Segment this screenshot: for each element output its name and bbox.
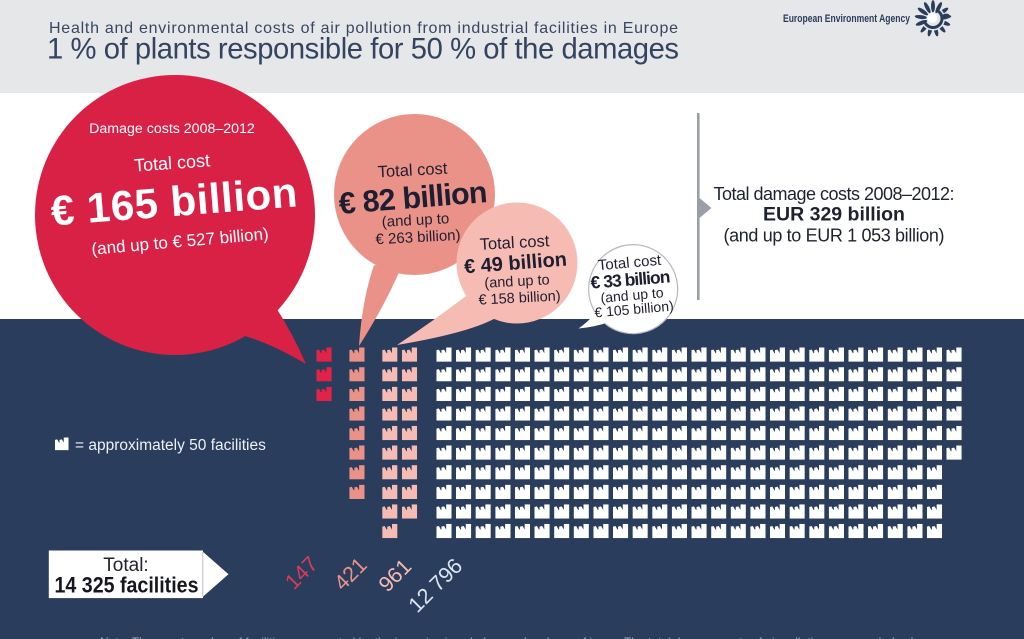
svg-text:European Environment Agency: European Environment Agency xyxy=(783,13,911,25)
svg-text:€ 263 billion): € 263 billion) xyxy=(375,227,461,248)
svg-text:Total cost: Total cost xyxy=(597,252,662,275)
svg-text:Health and environmental costs: Health and environmental costs of air po… xyxy=(49,20,678,37)
svg-text:14 325 facilities: 14 325 facilities xyxy=(55,573,199,598)
svg-text:(and up to: (and up to xyxy=(381,210,449,231)
svg-text:Total damage costs 2008–2012:: Total damage costs 2008–2012: xyxy=(714,184,955,204)
svg-text:(and up to: (and up to xyxy=(600,284,664,305)
svg-text:1 % of plants responsible for: 1 % of plants responsible for 50 % of th… xyxy=(47,34,679,66)
svg-text:Total cost: Total cost xyxy=(479,232,550,254)
svg-text:(and up to: (and up to xyxy=(484,272,550,291)
svg-text:Total:: Total: xyxy=(103,555,148,576)
svg-text:Damage costs 2008–2012: Damage costs 2008–2012 xyxy=(89,121,255,137)
svg-text:Total cost: Total cost xyxy=(377,160,448,182)
svg-text:EUR 329 billion: EUR 329 billion xyxy=(763,204,905,226)
svg-text:(and up to EUR 1 053 billion): (and up to EUR 1 053 billion) xyxy=(724,226,945,246)
svg-text:€ 158 billion): € 158 billion) xyxy=(478,288,561,308)
svg-text:Note: The exact number of faci: Note: The exact number of facilities rep… xyxy=(100,635,936,639)
svg-text:€ 105 billion): € 105 billion) xyxy=(594,298,674,321)
svg-text:= approximately 50 facilities: = approximately 50 facilities xyxy=(75,437,266,454)
